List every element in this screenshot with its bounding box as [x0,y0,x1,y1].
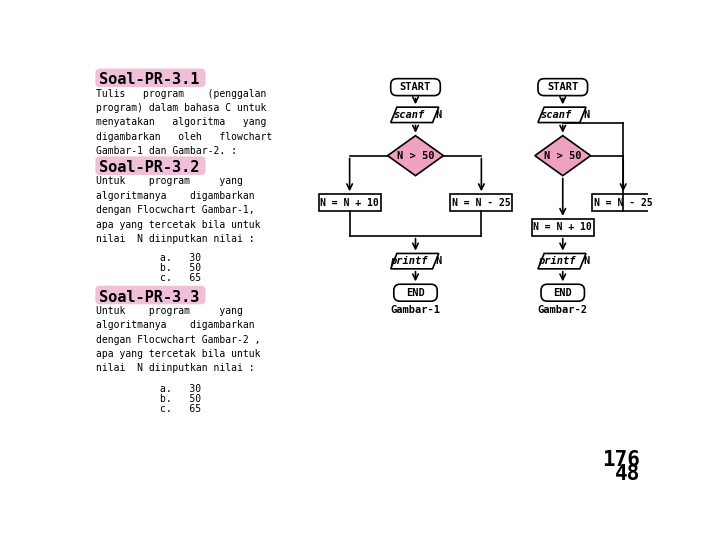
Bar [593,194,654,211]
FancyBboxPatch shape [96,157,204,174]
Text: b.   50: b. 50 [160,394,201,404]
Text: END: END [406,288,425,298]
Text: START: START [547,82,578,92]
Text: Tulis   program    (penggalan
program) dalam bahasa C untuk
menyatakan   algorit: Tulis program (penggalan program) dalam … [96,89,272,156]
Text: N: N [583,256,589,266]
FancyBboxPatch shape [391,79,441,96]
Text: N: N [583,110,589,120]
Text: Gambar-1: Gambar-1 [390,305,441,315]
Text: Soal-PR-3.2: Soal-PR-3.2 [99,160,199,176]
Text: N = N - 25: N = N - 25 [594,198,652,207]
Text: Soal-PR-3.3: Soal-PR-3.3 [99,289,199,305]
Text: printf: printf [538,256,575,266]
Bar [451,194,513,211]
Text: scanf: scanf [541,110,572,120]
Text: c.   65: c. 65 [160,404,201,414]
Bar [532,219,594,236]
Text: 176: 176 [603,450,640,470]
Text: a.   30: a. 30 [160,384,201,394]
Text: Gambar-2: Gambar-2 [538,305,588,315]
FancyBboxPatch shape [96,287,204,303]
Text: N: N [436,110,442,120]
Text: N = N - 25: N = N - 25 [452,198,510,207]
Text: N: N [436,256,442,266]
Text: a.   30: a. 30 [160,253,201,264]
Text: Soal-PR-3.1: Soal-PR-3.1 [99,72,199,87]
Text: Untuk    program     yang
algoritmanya    digambarkan
dengan Flocwchart Gambar-2: Untuk program yang algoritmanya digambar… [96,306,261,374]
Polygon shape [538,107,586,123]
Polygon shape [391,253,438,269]
Text: c.   65: c. 65 [160,273,201,284]
Polygon shape [535,136,590,176]
FancyBboxPatch shape [96,70,204,86]
Text: printf: printf [390,256,428,266]
Text: b.   50: b. 50 [160,264,201,273]
FancyBboxPatch shape [394,284,437,301]
Bar [319,194,381,211]
FancyBboxPatch shape [538,79,588,96]
Polygon shape [391,107,438,123]
FancyBboxPatch shape [541,284,585,301]
Text: N = N + 10: N = N + 10 [534,222,592,232]
Polygon shape [387,136,444,176]
Text: N > 50: N > 50 [544,151,582,161]
Text: START: START [400,82,431,92]
Text: 48: 48 [615,464,640,484]
Text: Untuk    program     yang
algoritmanya    digambarkan
dengan Flocwchart Gambar-1: Untuk program yang algoritmanya digambar… [96,177,261,244]
Text: N = N + 10: N = N + 10 [320,198,379,207]
Polygon shape [538,253,586,269]
Text: END: END [554,288,572,298]
Text: scanf: scanf [394,110,425,120]
Text: N > 50: N > 50 [397,151,434,161]
